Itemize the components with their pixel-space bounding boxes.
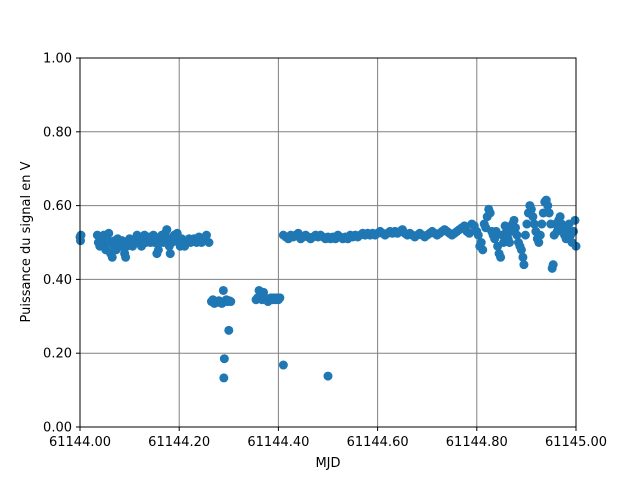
data-point	[516, 245, 526, 255]
data-point	[218, 285, 228, 295]
data-point	[555, 212, 565, 222]
data-point	[529, 219, 539, 229]
data-point	[512, 230, 522, 240]
y-tick-label: 0.20	[43, 347, 72, 362]
data-point	[121, 252, 131, 262]
x-tick-label: 61145.00	[545, 435, 607, 450]
y-tick-label: 0.80	[43, 125, 72, 140]
data-point	[509, 215, 519, 225]
data-point	[162, 225, 172, 235]
y-tick-label: 1.00	[43, 52, 72, 67]
data-point	[543, 201, 553, 211]
data-point	[535, 230, 545, 240]
data-point	[476, 238, 486, 247]
data-point	[569, 226, 579, 236]
data-point	[323, 371, 333, 381]
x-tick-label: 61144.00	[49, 435, 111, 450]
y-ticks: 0.00 0.20 0.40 0.60 0.80 1.00	[43, 52, 80, 436]
data-point	[518, 252, 528, 262]
data-point	[520, 230, 530, 240]
data-point	[224, 325, 234, 335]
x-tick-label: 61144.20	[148, 435, 210, 450]
data-point	[204, 238, 214, 247]
data-point	[570, 215, 580, 225]
data-point	[490, 234, 500, 244]
y-axis-title: Puissance du signal en V	[19, 161, 34, 322]
data-point	[526, 204, 536, 214]
data-point	[219, 373, 229, 383]
data-point	[76, 230, 86, 240]
data-point	[537, 219, 547, 229]
data-point	[219, 354, 229, 364]
data-point	[275, 293, 285, 303]
data-point	[510, 223, 520, 233]
data-point	[505, 238, 515, 247]
data-point	[165, 249, 175, 259]
data-point	[104, 228, 114, 238]
data-point	[519, 260, 529, 270]
x-tick-label: 61144.60	[347, 435, 409, 450]
data-point	[201, 230, 211, 240]
y-tick-label: 0.40	[43, 273, 72, 288]
x-tick-label: 61144.80	[446, 435, 508, 450]
data-point	[528, 212, 538, 222]
y-tick-label: 0.00	[43, 421, 72, 436]
x-tick-label: 61144.40	[247, 435, 309, 450]
data-point	[544, 208, 554, 218]
data-point	[496, 252, 506, 262]
plot-frame	[79, 57, 577, 428]
data-point	[278, 360, 288, 370]
x-ticks: 61144.00 61144.20 61144.40 61144.60 61144.80…	[49, 427, 607, 450]
x-axis-title: MJD	[315, 456, 340, 471]
data-points	[75, 195, 581, 383]
y-tick-label: 0.60	[43, 199, 72, 214]
data-point	[548, 260, 558, 270]
data-point	[153, 245, 163, 255]
data-point	[464, 228, 474, 238]
data-point	[226, 297, 236, 307]
data-point	[522, 219, 532, 229]
data-point	[534, 238, 544, 247]
data-point	[107, 252, 117, 262]
data-point	[473, 230, 483, 240]
data-point	[485, 208, 495, 218]
data-point	[478, 245, 488, 255]
